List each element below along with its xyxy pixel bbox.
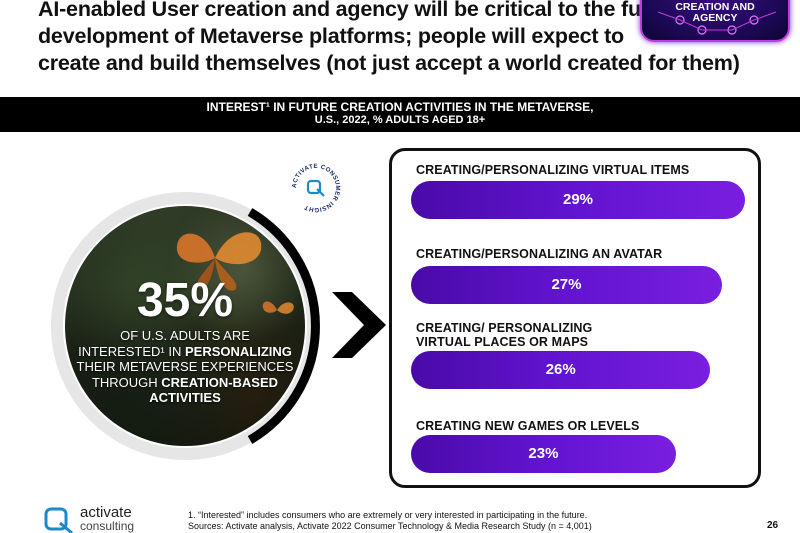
company-logo: activate consulting xyxy=(44,505,184,533)
stat-text-emphasis: PERSONALIZING xyxy=(185,343,292,359)
bar-category-line: CREATING NEW GAMES OR LEVELS xyxy=(416,419,640,433)
badge-label: CREATION AND AGENCY xyxy=(642,2,788,24)
chart-panel: CREATING/PERSONALIZING VIRTUAL ITEMS 29% C… xyxy=(389,148,761,488)
logo-name: activate xyxy=(80,504,132,521)
bar-value-label: 26% xyxy=(545,361,576,378)
headline: AI-enabled User creation and agency will… xyxy=(38,0,740,77)
chart-title: INTEREST¹ IN FUTURE CREATION ACTIVITIES … xyxy=(206,100,594,114)
seal-icon: ACTIVATE CONSUMER INSIGHT xyxy=(290,162,342,214)
headline-line: development of Metaverse platforms; peop… xyxy=(38,24,624,48)
bar-category-line: VIRTUAL PLACES OR MAPS xyxy=(416,335,589,349)
butterfly-icon xyxy=(176,232,294,314)
footnote-line: 1. “Interested” includes consumers who a… xyxy=(188,510,588,520)
badge-line: CREATION AND xyxy=(675,1,755,13)
bar-category-label: CREATING/PERSONALIZING VIRTUAL ITEMS xyxy=(416,163,689,177)
stat-text-line: INTERESTED¹ IN xyxy=(78,343,185,359)
bar-value-label: 23% xyxy=(528,445,559,462)
footnote: 1. “Interested” includes consumers who a… xyxy=(188,510,592,532)
source-line: Sources: Activate analysis, Activate 202… xyxy=(188,521,592,531)
headline-line: create and build themselves (not just ac… xyxy=(38,51,740,75)
activate-logo-icon xyxy=(44,507,73,533)
stat-text-line: THROUGH xyxy=(91,374,162,390)
stat-description: OF U.S. ADULTS ARE INTERESTED¹ IN PERSON… xyxy=(65,328,305,406)
stat-text-line: THEIR METAVERSE EXPERIENCES xyxy=(76,359,294,374)
bar-value-label: 29% xyxy=(562,191,594,208)
bar-value-label: 27% xyxy=(551,276,582,293)
bar-category-label: CREATING/PERSONALIZING AN AVATAR xyxy=(416,247,662,261)
stat-text-line: OF U.S. ADULTS ARE xyxy=(120,328,250,343)
logo-subtitle: consulting xyxy=(80,519,135,533)
headline-stat: 35% xyxy=(136,274,234,327)
bar-category-label: CREATING/ PERSONALIZING VIRTUAL PLACES OR… xyxy=(416,321,592,349)
bar-category-line: CREATING/PERSONALIZING VIRTUAL ITEMS xyxy=(416,163,690,177)
bar: 29% xyxy=(411,181,745,219)
chart-title-band: INTEREST¹ IN FUTURE CREATION ACTIVITIES … xyxy=(0,97,800,132)
ring-graphic-icon xyxy=(51,192,320,460)
bar: 27% xyxy=(411,266,722,304)
bar-category-label: CREATING NEW GAMES OR LEVELS xyxy=(416,419,639,433)
section-badge: CREATION AND AGENCY xyxy=(640,0,790,42)
network-graphic-icon xyxy=(657,11,777,35)
arrow-right-icon xyxy=(332,292,386,358)
stat-callout: 35% OF U.S. ADULTS ARE INTERESTED¹ IN PE… xyxy=(35,176,335,476)
butterfly-jungle-image: 35% OF U.S. ADULTS ARE INTERESTED¹ IN PE… xyxy=(65,206,305,446)
page-number: 26 xyxy=(767,520,779,531)
consumer-insight-seal: ACTIVATE CONSUMER INSIGHT xyxy=(288,160,344,216)
bar: 26% xyxy=(411,351,711,389)
headline-line: AI-enabled User creation and agency will… xyxy=(38,0,653,21)
chart-subtitle: U.S., 2022, % ADULTS AGED 18+ xyxy=(314,114,486,126)
bar: 23% xyxy=(411,435,676,473)
bar-category-line: CREATING/PERSONALIZING AN AVATAR xyxy=(416,247,663,261)
stat-text-emphasis: ACTIVITIES xyxy=(149,390,221,405)
bar-category-line: CREATING/ PERSONALIZING xyxy=(416,321,593,335)
badge-line: AGENCY xyxy=(692,12,738,24)
stat-text-emphasis: CREATION-BASED xyxy=(161,374,279,390)
